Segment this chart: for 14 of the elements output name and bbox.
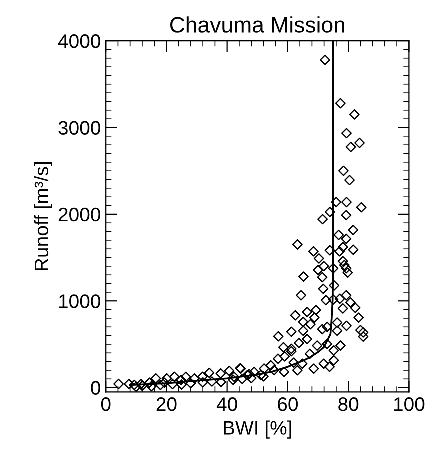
y-tick-label: 4000 bbox=[58, 34, 100, 48]
y-tick-label: 2000 bbox=[58, 208, 100, 222]
x-tick-label: 0 bbox=[101, 398, 111, 412]
x-tick-label: 20 bbox=[156, 398, 177, 412]
x-tick-label: 100 bbox=[394, 398, 425, 412]
x-axis-title: BWI [%] bbox=[224, 420, 292, 439]
x-tick-label: 40 bbox=[216, 398, 238, 412]
y-tick-label: 3000 bbox=[58, 121, 100, 135]
y-tick-label: 1000 bbox=[59, 294, 100, 308]
y-axis-title: Runoff [m³/s] bbox=[34, 162, 52, 270]
y-tick-label: 0 bbox=[91, 381, 100, 396]
x-tick-label: 60 bbox=[278, 398, 298, 412]
x-tick-label: 80 bbox=[338, 398, 359, 412]
chart-title: Chavuma Mission bbox=[170, 16, 344, 33]
